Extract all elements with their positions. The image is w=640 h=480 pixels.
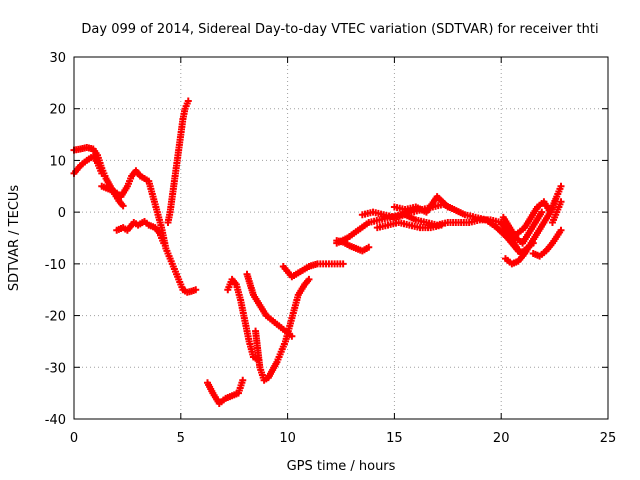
data-point [365, 243, 373, 251]
data-point [98, 169, 106, 177]
series-arc17 [499, 208, 546, 247]
chart-title: Day 099 of 2014, Sidereal Day-to-day VTE… [81, 22, 598, 37]
series-arc18 [508, 198, 554, 242]
y-tick-label: 30 [49, 51, 66, 66]
data-point [557, 226, 565, 234]
data-point [546, 208, 554, 216]
x-axis-label: GPS time / hours [287, 459, 396, 474]
series-arc4 [113, 217, 168, 247]
y-tick-label: 10 [49, 154, 66, 169]
x-tick-label: 25 [600, 431, 617, 446]
series-arc12 [333, 237, 373, 255]
x-tick-label: 10 [279, 431, 296, 446]
data-point [119, 202, 127, 210]
data-point [437, 221, 445, 229]
data-point [339, 260, 347, 268]
x-tick-label: 20 [493, 431, 510, 446]
series-arc8 [252, 275, 313, 384]
series-arc9 [243, 270, 296, 340]
y-tick-label: -30 [45, 361, 66, 376]
data-point [538, 208, 546, 216]
plot-frame [73, 56, 609, 420]
data-point [557, 182, 565, 190]
series-arc14 [373, 218, 445, 232]
x-tick-label: 0 [70, 431, 78, 446]
series-arc5 [164, 97, 192, 226]
series-arc19 [497, 218, 537, 258]
data-point [160, 239, 168, 247]
series-arc6 [204, 376, 247, 407]
data-point [192, 286, 200, 294]
x-tick-label: 15 [386, 431, 403, 446]
series-arc20 [529, 226, 565, 260]
data-point [529, 239, 537, 247]
data-marks [70, 97, 565, 407]
series-arc21 [548, 198, 565, 226]
series-arc10 [279, 260, 347, 281]
series-arc3 [98, 167, 200, 296]
data-point [288, 332, 296, 340]
y-tick-label: 0 [58, 206, 66, 221]
y-tick-label: -20 [45, 310, 66, 325]
series-arc15 [390, 193, 452, 216]
axes: 0 5 10 15 20 25 -40 -30 -20 -10 0 10 20 30 [45, 51, 617, 446]
y-axis-label: SDTVAR / TECUs [7, 185, 22, 292]
x-tick-label: 5 [177, 431, 185, 446]
data-point [557, 198, 565, 206]
y-tick-label: 20 [49, 103, 66, 118]
y-tick-label: -40 [45, 413, 66, 428]
data-point [305, 275, 313, 283]
data-point [444, 203, 452, 211]
y-tick-label: -10 [45, 258, 66, 273]
data-point [239, 376, 247, 384]
data-point [184, 97, 192, 105]
